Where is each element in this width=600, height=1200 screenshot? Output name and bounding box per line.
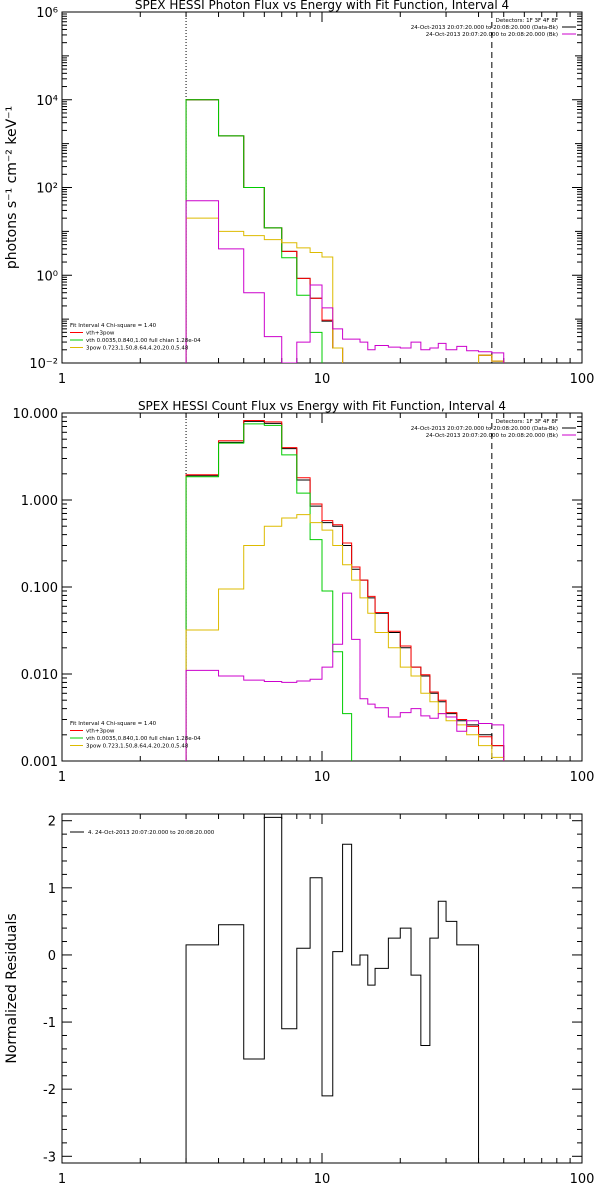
legend-bottom-entry: vth 0.0035,0.840,1.00 full chian 1.28e-0… [86,338,201,344]
legend-top-entry: 24-Oct-2013 20:07:20.000 to 20:08:20.000… [426,433,558,439]
x-tick-label: 10 [314,372,331,387]
series-data-bk-line [185,420,505,761]
legend-top-entry: 24-Oct-2013 20:07:20.000 to 20:08:20.000… [411,426,558,432]
legend-entry: 4. 24-Oct-2013 20:07:20.000 to 20:08:20.… [88,830,215,836]
series-vth-line [185,423,353,761]
x-tick-label: 1 [58,1172,66,1187]
y-tick-label: 10² [36,182,58,197]
legend-bottom-entry: 3pow 0.723,1.50,8.64,4.20,20.0,5.48 [86,346,189,352]
y-tick-label: 10⁻² [29,357,58,372]
legend-top-entry: 24-Oct-2013 20:07:20.000 to 20:08:20.000… [411,25,558,31]
y-tick-label: 2 [48,815,56,830]
legend-bottom-entry: vth 0.0035,0.840,1.00 full chian 1.28e-0… [86,736,201,742]
y-tick-label: 10⁶ [36,6,58,21]
y-tick-label: 1 [48,882,56,897]
y-axis-label: Normalized Residuals [4,913,20,1063]
x-tick-label: 10 [314,770,331,785]
legend-bottom-entry: Fit Interval 4 Chi-square = 1.40 [70,721,157,727]
x-tick-label: 1 [58,372,66,387]
x-tick-label: 10 [314,1172,331,1187]
panel-3: 1 10 100 -3 -2 -1 0 1 2 Normalized Residuals 4. 24… [4,813,595,1187]
series-bk-line [185,592,505,761]
legend-bottom-entry: vth+3pow [86,331,115,337]
y-tick-label: 0.001 [21,755,58,770]
legend-bottom-entry: 3pow 0.723,1.50,8.64,4.20,20.0,5.48 [86,744,189,750]
y-tick-label: -1 [43,1016,56,1031]
legend-bottom-entry: vth+3pow [86,729,115,735]
y-axis-label: photons s⁻¹ cm⁻² keV⁻¹ [4,106,20,269]
series-4-24-oct-2013-20-07-20-000-to-20-08-20-000-line [185,816,480,1163]
x-tick-label: 100 [570,372,595,387]
y-tick-label: 0 [48,949,56,964]
x-tick-label: 100 [570,770,595,785]
series-data-bk-line [185,99,505,363]
chart-title: SPEX HESSI Count Flux vs Energy with Fit… [138,399,506,413]
series-3pow-line [185,217,505,363]
x-tick-label: 1 [58,770,66,785]
y-tick-label: 0.010 [21,668,58,683]
series-vth-3pow-line [185,420,505,761]
y-tick-label: 10⁴ [36,94,58,109]
series-vth-line [185,99,323,363]
plot-area [185,99,505,363]
legend-top-entry: 24-Oct-2013 20:07:20.000 to 20:08:20.000… [426,32,558,38]
panel-2: SPEX HESSI Count Flux vs Energy with Fit… [13,399,595,785]
y-tick-label: -3 [43,1150,56,1165]
y-tick-label: 10.000 [13,407,59,422]
legend-top-entry: Detectors: 1F 3F 4F 8F [496,18,558,24]
legend-top-entry: Detectors: 1F 3F 4F 8F [496,419,558,425]
plot-area [185,420,505,761]
y-tick-label: 0.100 [21,581,58,596]
y-tick-label: 1.000 [21,494,58,509]
series-3pow-line [185,514,505,761]
panel-1: SPEX HESSI Photon Flux vs Energy with Fi… [4,0,595,387]
legend-bottom-entry: Fit Interval 4 Chi-square = 1.40 [70,323,157,329]
plot-area [185,816,480,1163]
y-tick-label: 10⁰ [36,269,58,284]
y-tick-label: -2 [43,1083,56,1098]
series-bk-line [185,200,505,363]
chart-title: SPEX HESSI Photon Flux vs Energy with Fi… [135,0,509,12]
series-vth-3pow-line [185,99,505,363]
x-tick-label: 100 [570,1172,595,1187]
